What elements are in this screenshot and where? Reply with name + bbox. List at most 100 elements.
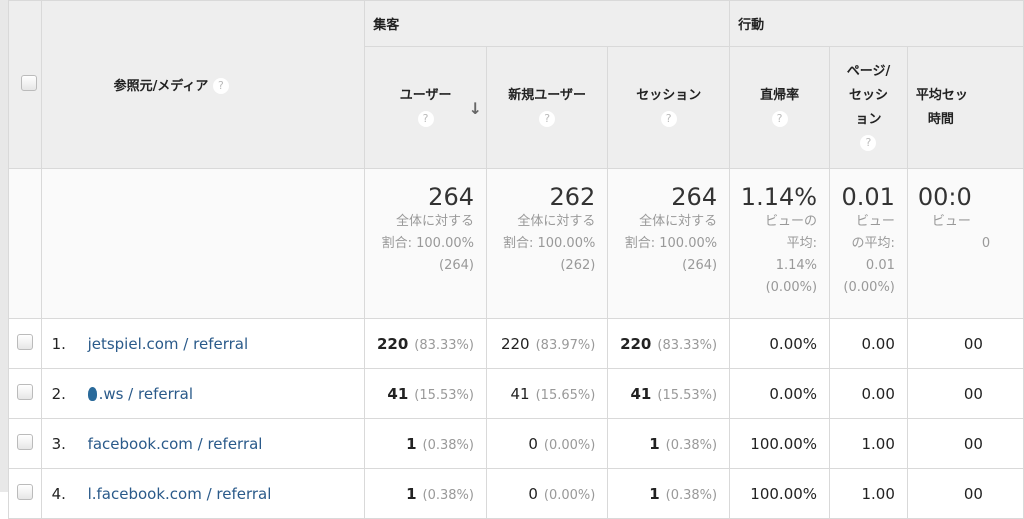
row-checkbox-cell[interactable]	[8, 368, 42, 419]
new-users-header[interactable]: 新規ユーザー?	[485, 46, 609, 169]
total-value: 00:0	[917, 183, 972, 211]
total-value: 1.14%	[740, 183, 818, 211]
sessions-header[interactable]: セッション?	[607, 46, 731, 169]
source-link[interactable]: l.facebook.com / referral	[87, 484, 272, 503]
total-value: 264	[671, 183, 718, 211]
total-note: 全体に対する	[517, 214, 596, 229]
users-label: ユーザー	[399, 87, 452, 103]
pages-label-3: ョン	[855, 111, 882, 127]
row-index: 1.	[51, 334, 66, 353]
row-checkbox-cell[interactable]	[8, 418, 42, 469]
source-link[interactable]: jetspiel.com / referral	[87, 334, 249, 353]
sessions-pct: (83.33%)	[657, 337, 718, 353]
new-users-cell: 220 (83.97%)	[485, 318, 609, 369]
total-note: 0.01	[865, 258, 895, 273]
source-link[interactable]: facebook.com / referral	[87, 434, 263, 453]
users-value: 41	[387, 384, 409, 403]
users-cell: 41 (15.53%)	[364, 368, 487, 419]
total-pages: 0.01 ビュー の平均: 0.01 (0.00%)	[829, 168, 908, 319]
total-note: の平均:	[851, 236, 895, 251]
avg-label-2: 時間	[927, 111, 954, 127]
total-note: (264)	[439, 258, 474, 273]
row-checkbox-cell[interactable]	[8, 468, 42, 519]
source-cell: 3. facebook.com / referral	[40, 418, 366, 469]
help-icon[interactable]: ?	[539, 111, 556, 127]
sessions-value: 1	[649, 434, 660, 453]
sessions-cell: 1 (0.38%)	[607, 418, 731, 469]
row-checkbox-cell[interactable]	[8, 318, 42, 369]
select-all-cell[interactable]	[8, 0, 42, 169]
bounce-label: 直帰率	[760, 87, 800, 103]
help-icon[interactable]: ?	[860, 135, 877, 151]
sort-desc-icon[interactable]: ↓	[468, 99, 482, 118]
sessions-label: セッション	[636, 87, 702, 103]
row-index: 4.	[51, 484, 66, 503]
total-note: (0.00%)	[765, 280, 818, 295]
total-new-users: 262 全体に対する 割合: 100.00% (262)	[485, 168, 609, 319]
new-users-value: 0	[528, 484, 538, 503]
table-row: 2. .ws / referral 41 (15.53%) 41 (15.65%) 41 (1…	[8, 368, 1024, 419]
help-icon[interactable]: ?	[212, 78, 229, 95]
total-note: ビュー	[931, 214, 971, 229]
users-pct: (83.33%)	[414, 337, 474, 353]
total-note: 割合: 100.00%	[381, 236, 474, 251]
help-icon[interactable]: ?	[660, 111, 677, 127]
sessions-cell: 220 (83.33%)	[607, 318, 731, 369]
source-link[interactable]: .ws / referral	[98, 384, 194, 403]
bounce-rate-header[interactable]: 直帰率?	[729, 46, 831, 169]
acquisition-group: 集客	[364, 0, 731, 47]
row-checkbox[interactable]	[16, 333, 33, 350]
new-users-cell: 0 (0.00%)	[485, 468, 609, 519]
sessions-value: 220	[620, 334, 652, 353]
users-pct: (0.38%)	[422, 487, 474, 503]
sessions-value: 41	[630, 384, 652, 403]
source-medium-header[interactable]: 参照元/メディア ?	[40, 0, 366, 169]
row-index: 2.	[51, 384, 66, 403]
avg-cell: 00	[906, 368, 1024, 419]
avg-cell: 00	[906, 468, 1024, 519]
redacted-drop-icon	[87, 386, 97, 401]
total-note: ビュー	[855, 214, 895, 229]
users-value: 1	[406, 484, 417, 503]
sessions-cell: 1 (0.38%)	[607, 468, 731, 519]
users-pct: (15.53%)	[414, 387, 474, 403]
new-users-label: 新規ユーザー	[508, 87, 587, 103]
sessions-cell: 41 (15.53%)	[607, 368, 731, 419]
total-note: 割合: 100.00%	[624, 236, 718, 251]
total-bounce: 1.14% ビューの 平均: 1.14% (0.00%)	[729, 168, 831, 319]
new-users-cell: 41 (15.65%)	[485, 368, 609, 419]
sessions-pct: (15.53%)	[657, 387, 718, 403]
total-note: 全体に対する	[639, 214, 718, 229]
users-value: 220	[376, 334, 409, 353]
new-users-value: 0	[528, 434, 538, 453]
bounce-cell: 0.00%	[729, 318, 831, 369]
select-all-checkbox[interactable]	[20, 74, 37, 91]
new-users-value: 41	[510, 384, 530, 403]
avg-label-1: 平均セッ	[915, 87, 968, 103]
avg-session-duration-header[interactable]: 平均セッ 時間	[906, 46, 1024, 169]
total-note: (264)	[682, 258, 718, 273]
sessions-value: 1	[649, 484, 660, 503]
report-table: 参照元/メディア ? 集客 行動 ユーザー? ↓ 新規ユーザー? セッション? 直…	[8, 0, 1024, 519]
table-row: 3. facebook.com / referral 1 (0.38%) 0 (0.00%…	[8, 418, 1024, 469]
users-value: 1	[406, 434, 417, 453]
table-row: 1. jetspiel.com / referral 220 (83.33%) 220 (…	[8, 318, 1024, 369]
users-header[interactable]: ユーザー? ↓	[364, 46, 487, 169]
pages-cell: 1.00	[829, 468, 908, 519]
bounce-cell: 100.00%	[729, 418, 831, 469]
total-value: 264	[428, 183, 474, 211]
new-users-value: 220	[500, 334, 530, 353]
row-checkbox[interactable]	[16, 383, 33, 400]
total-note: 割合: 100.00%	[502, 236, 596, 251]
new-users-cell: 0 (0.00%)	[485, 418, 609, 469]
pages-label-2: セッシ	[848, 87, 888, 103]
help-icon[interactable]: ?	[417, 111, 434, 127]
total-note: (262)	[560, 258, 596, 273]
help-icon[interactable]: ?	[771, 111, 788, 127]
sessions-pct: (0.38%)	[665, 437, 718, 453]
row-checkbox[interactable]	[16, 433, 33, 450]
pages-per-session-header[interactable]: ページ/セッシ ョン?	[829, 46, 908, 169]
total-avg: 00:0 ビュー 0	[906, 168, 1024, 319]
new-users-pct: (15.65%)	[535, 387, 596, 403]
totals-empty	[8, 168, 42, 319]
